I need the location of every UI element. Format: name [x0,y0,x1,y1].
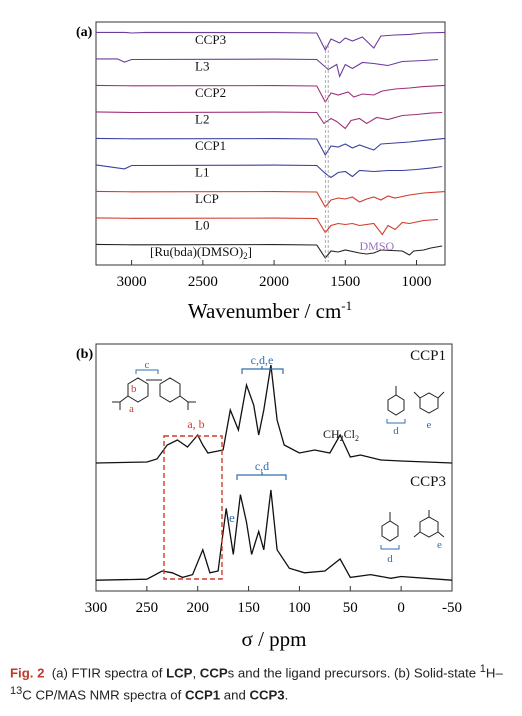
ftir-series-line [95,190,446,208]
pyridine-structure-icon-ccp3 [381,512,399,542]
cde-bracket [241,366,284,374]
caption-text-4: C CP/MAS NMR spectra of [22,687,185,703]
ftir-series-line [96,58,438,79]
caption-and: and [220,687,250,703]
nmr-xtick-label: 150 [237,600,260,616]
ab-label: a, b [187,417,204,431]
ftir-plot-frame [95,21,446,266]
xylene-structure-icon [413,391,445,414]
caption-text-2: s and the ligand precursors. (b) Solid-s… [227,665,480,681]
cde-label: c,d,e [251,353,274,367]
ftir-series-label: L3 [195,59,209,74]
ch2cl2-label: CH2Cl2 [323,427,359,443]
ab-region-box [163,435,223,580]
c-bracket [135,369,159,374]
ftir-series-line [95,217,438,236]
ftir-series-line [95,164,443,179]
caption-end: . [284,687,289,703]
nmr-xtick-label: 200 [186,600,209,616]
e-peak-label: e [229,510,235,525]
nmr-plot-frame [95,343,453,592]
dmso-annotation: DMSO [360,239,395,253]
ftir-series-label: CCP3 [195,32,226,47]
caption-lcp: LCP [166,665,193,681]
ftir-series-line [95,243,443,259]
ftir-xtick-label: 2000 [259,274,289,290]
bipyridine-structure-icon [112,377,196,410]
d-structure-label-ccp1: d [393,425,399,437]
ftir-xtick-label: 1500 [330,274,360,290]
ftir-series-label: L1 [195,165,209,180]
b-structure-label: b [131,383,137,395]
panel-b-label: (b) [76,347,93,362]
figure-caption: Fig. 2 (a) FTIR spectra of LCP, CCPs and… [10,660,515,705]
ftir-series-line [95,137,446,157]
nmr-xaxis-label: σ / ppm [242,627,307,651]
d-structure-label-ccp3: d [387,553,393,565]
ftir-series-label: LCP [195,191,219,206]
ftir-series-label: CCP2 [195,85,226,100]
caption-comma: , [192,665,200,681]
nmr-xtick-label: -50 [442,600,462,616]
nmr-series-line [95,364,453,464]
ftir-series-label: L0 [195,218,209,233]
triazine-structure-icon [413,510,445,538]
ftir-series-line [95,84,446,104]
caption-fig-label: Fig. 2 [10,665,45,681]
a-structure-label: a [129,403,134,415]
pyridine-structure-icon [387,386,405,416]
ftir-xtick-label: 3000 [117,274,147,290]
caption-ccp3: CCP3 [249,687,285,703]
nmr-xtick-label: 100 [288,600,311,616]
caption-ccp: CCP [199,665,228,681]
nmr-panel: (b) CCP1 CCP3 300 250 200 150 100 50 0 -50 σ / p… [76,343,462,651]
panel-a-label: (a) [76,25,93,40]
e-structure-label-ccp1: e [427,419,432,431]
nmr-xtick-label: 0 [397,600,405,616]
cd-label: c,d [255,459,269,473]
nmr-xtick-label: 50 [343,600,358,616]
ftir-series-line [96,31,446,52]
ftir-series-label: L2 [195,112,209,127]
nmr-xtick-label: 300 [85,600,108,616]
caption-text-1: (a) FTIR spectra of [51,665,167,681]
caption-ccp1: CCP1 [184,687,221,703]
ftir-xaxis-label: Wavenumber / cm-1 [188,298,352,323]
nmr-series-line [95,489,453,581]
nmr-series-label: CCP1 [410,348,446,364]
nmr-xtick-label: 250 [136,600,159,616]
ftir-series-label: [Ru(bda)(DMSO)2] [150,244,252,261]
ftir-series-label: CCP1 [195,138,226,153]
ftir-xtick-label: 1000 [402,274,432,290]
d-bracket-ccp3 [380,545,400,550]
caption-sup-1: 1 [479,663,486,675]
ftir-series-line [95,111,443,130]
ftir-panel: (a) CCP3 L3 CCP2 L2 CCP1 L1 LCP L0 [Ru(bda)(DMSO… [76,21,446,323]
caption-text-3: H– [485,665,503,681]
d-bracket-ccp1 [386,419,406,424]
nmr-series-label: CCP3 [410,474,446,490]
caption-sup-13: 13 [10,685,23,698]
e-structure-label-ccp3: e [437,539,442,551]
cd-bracket [236,472,287,480]
ftir-xtick-label: 2500 [188,274,218,290]
c-structure-label: c [145,359,150,371]
